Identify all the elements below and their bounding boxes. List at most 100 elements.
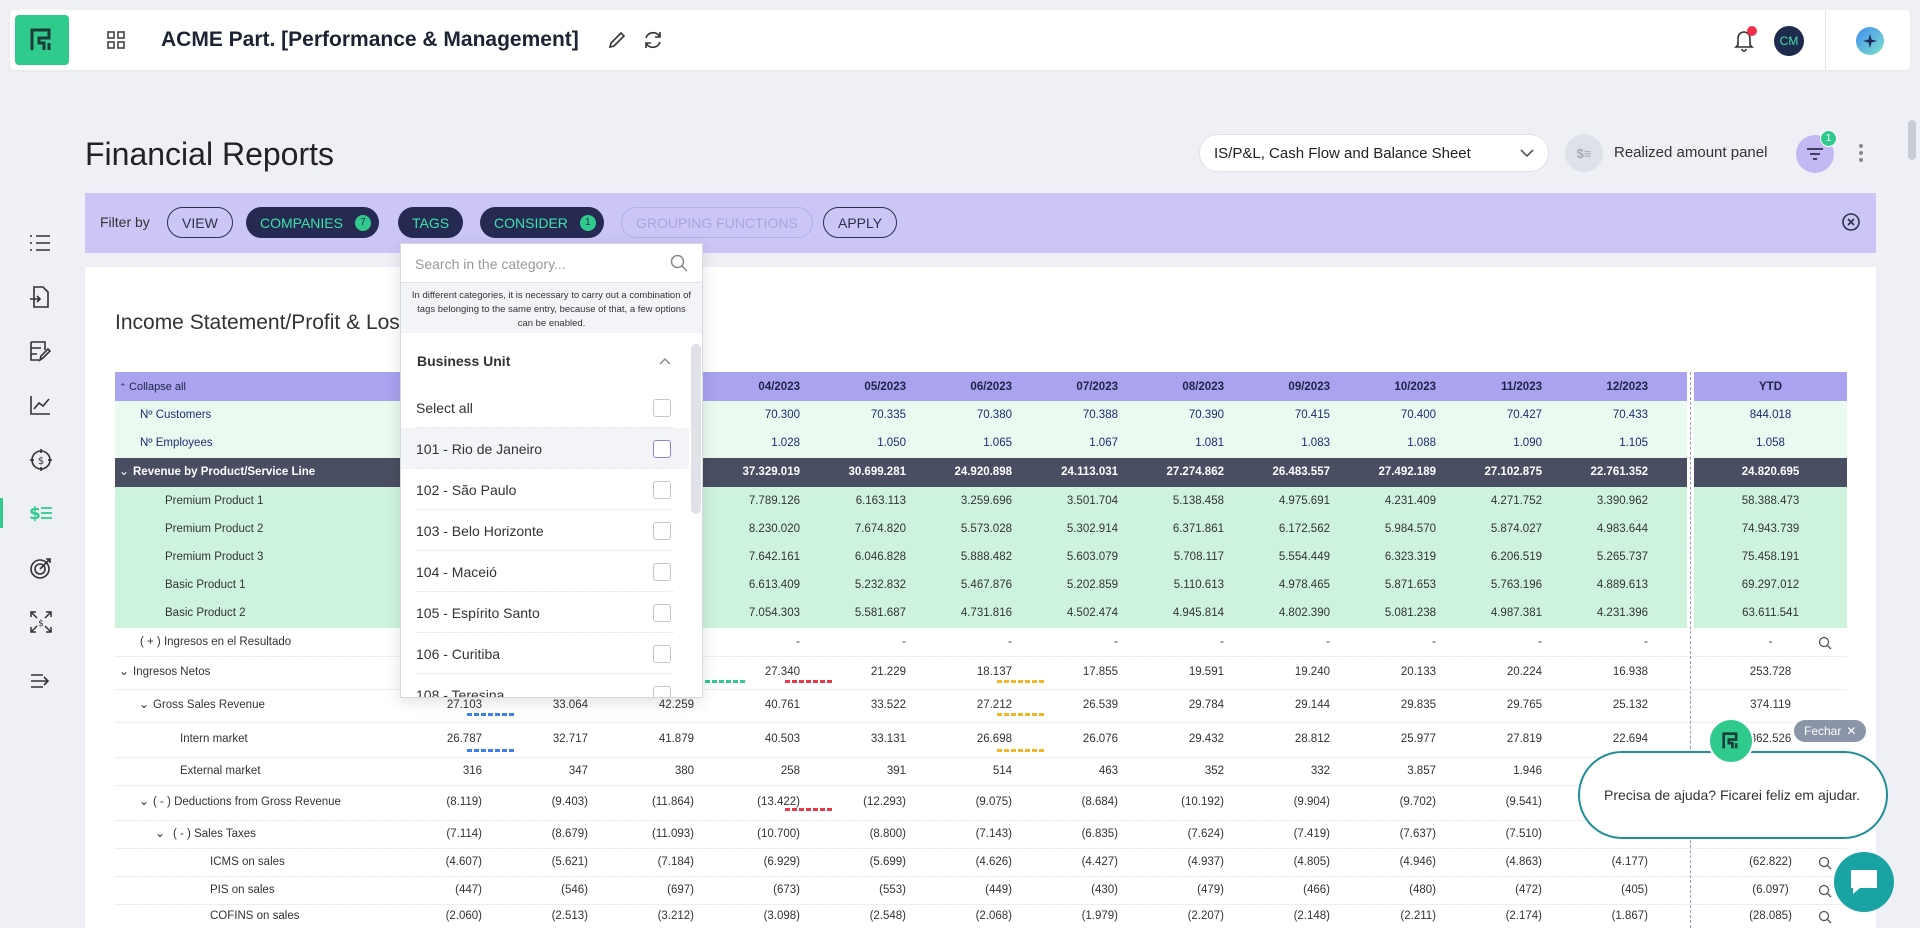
table-cell[interactable]: 347	[568, 765, 588, 777]
table-cell[interactable]: 28.812	[1294, 733, 1330, 745]
table-cell[interactable]: 4.231.409	[1384, 495, 1436, 507]
table-cell[interactable]: 7.674.820	[854, 523, 906, 535]
table-cell[interactable]: 27.274.862	[1166, 466, 1224, 478]
business-unit-group-label[interactable]: Business Unit	[417, 353, 511, 369]
table-cell[interactable]: 27.103	[446, 699, 482, 711]
table-cell[interactable]: -	[1538, 636, 1542, 648]
consider-chip[interactable]: CONSIDER 1	[480, 207, 604, 238]
table-cell[interactable]: 26.483.557	[1272, 466, 1330, 478]
collapse-menu-icon[interactable]	[29, 672, 51, 690]
table-cell[interactable]: (4.177)	[1611, 856, 1648, 868]
table-cell[interactable]: (10.700)	[757, 828, 800, 840]
table-cell[interactable]: 6.163.113	[855, 495, 906, 507]
table-cell[interactable]: 1.090	[1513, 437, 1542, 449]
page-scrollbar[interactable]	[1908, 120, 1916, 160]
table-cell[interactable]: 8.230.020	[748, 523, 800, 535]
option-checkbox[interactable]	[653, 645, 671, 663]
option-checkbox[interactable]	[653, 522, 671, 540]
table-cell[interactable]: 27.819	[1506, 733, 1542, 745]
table-cell[interactable]: 5.888.482	[960, 551, 1012, 563]
table-cell[interactable]: 70.427	[1506, 409, 1542, 421]
table-cell[interactable]: 5.110.613	[1173, 579, 1224, 591]
table-cell[interactable]: (430)	[1091, 884, 1118, 896]
table-cell[interactable]: 4.231.396	[1596, 607, 1648, 619]
table-cell[interactable]: 70.335	[870, 409, 906, 421]
table-cell[interactable]: (13.422)	[757, 796, 800, 808]
table-cell[interactable]: (2.548)	[869, 910, 906, 922]
ytd-cell[interactable]: 1.058	[1756, 437, 1785, 449]
ytd-cell[interactable]: 374.119	[1750, 699, 1791, 711]
expand-caret-icon[interactable]: ⌄	[139, 697, 150, 711]
table-cell[interactable]: 1.946	[1513, 765, 1542, 777]
goals-target-icon[interactable]	[29, 556, 53, 580]
table-cell[interactable]: (8.679)	[551, 828, 588, 840]
table-cell[interactable]: 70.380	[976, 409, 1012, 421]
table-cell[interactable]: (2.068)	[975, 910, 1012, 922]
table-cell[interactable]: 1.028	[771, 437, 800, 449]
search-detail-icon[interactable]	[1818, 856, 1832, 870]
cash-target-icon[interactable]: $	[29, 448, 53, 472]
table-cell[interactable]: 380	[674, 765, 694, 777]
realized-amount-icon[interactable]: $≡	[1565, 134, 1603, 172]
table-cell[interactable]: -	[902, 636, 906, 648]
table-cell[interactable]: 70.300	[764, 409, 800, 421]
table-cell[interactable]: (7.637)	[1399, 828, 1436, 840]
table-cell[interactable]: 5.138.458	[1172, 495, 1224, 507]
ytd-cell[interactable]: 253.728	[1749, 666, 1792, 678]
table-cell[interactable]: 20.224	[1506, 666, 1542, 678]
report-type-select[interactable]: IS/P&L, Cash Flow and Balance Sheet	[1199, 134, 1549, 172]
table-cell[interactable]: (11.093)	[652, 828, 694, 840]
table-cell[interactable]: (3.212)	[657, 910, 694, 922]
financial-reports-icon[interactable]: $	[29, 502, 53, 524]
table-cell[interactable]: 40.503	[764, 733, 800, 745]
table-cell[interactable]: (2.211)	[1400, 910, 1436, 922]
table-cell[interactable]: (2.060)	[445, 910, 482, 922]
realized-amount-label[interactable]: Realized amount panel	[1614, 144, 1768, 161]
table-row[interactable]	[115, 487, 1687, 515]
table-cell[interactable]: (8.119)	[446, 796, 482, 808]
table-cell[interactable]: (449)	[985, 884, 1012, 896]
table-cell[interactable]: 29.835	[1400, 699, 1436, 711]
table-cell[interactable]: (697)	[667, 884, 694, 896]
table-cell[interactable]: 5.603.079	[1066, 551, 1118, 563]
table-cell[interactable]: 26.787	[446, 733, 482, 745]
table-cell[interactable]: (480)	[1409, 884, 1436, 896]
table-cell[interactable]: 5.871.653	[1384, 579, 1436, 591]
table-cell[interactable]: (8.684)	[1081, 796, 1118, 808]
table-cell[interactable]: 27.212	[976, 699, 1012, 711]
chat-launcher-button[interactable]	[1834, 852, 1894, 912]
table-cell[interactable]: (7.184)	[657, 856, 694, 868]
table-cell[interactable]: (9.403)	[551, 796, 588, 808]
table-cell[interactable]: 70.433	[1612, 409, 1648, 421]
table-cell[interactable]: (2.207)	[1187, 910, 1224, 922]
business-unit-option[interactable]: 104 - Maceió	[401, 551, 689, 592]
companies-chip[interactable]: COMPANIES 7	[246, 207, 379, 238]
table-cell[interactable]: (447)	[455, 884, 482, 896]
search-detail-icon[interactable]	[1818, 910, 1832, 924]
expand-caret-icon[interactable]: ⌄	[155, 826, 166, 840]
table-cell[interactable]: -	[1644, 636, 1648, 648]
table-cell[interactable]: 4.987.381	[1490, 607, 1542, 619]
table-cell[interactable]: (4.805)	[1293, 856, 1330, 868]
table-cell[interactable]: 29.144	[1294, 699, 1330, 711]
table-cell[interactable]: 1.105	[1619, 437, 1648, 449]
table-cell[interactable]: 4.802.390	[1278, 607, 1330, 619]
refresh-icon[interactable]	[642, 29, 664, 51]
table-cell[interactable]: 4.945.814	[1172, 607, 1224, 619]
table-cell[interactable]: 4.731.816	[960, 607, 1012, 619]
table-cell[interactable]: 6.172.562	[1278, 523, 1330, 535]
table-cell[interactable]: (4.626)	[975, 856, 1012, 868]
table-cell[interactable]: 33.131	[870, 733, 906, 745]
table-cell[interactable]: (12.293)	[863, 796, 906, 808]
table-cell[interactable]: 5.202.859	[1066, 579, 1118, 591]
table-cell[interactable]: -	[1326, 636, 1330, 648]
table-cell[interactable]: 24.920.898	[954, 466, 1012, 478]
edit-table-icon[interactable]	[29, 340, 51, 362]
table-cell[interactable]: (1.979)	[1081, 910, 1118, 922]
business-unit-option[interactable]: 103 - Belo Horizonte	[401, 510, 689, 551]
table-cell[interactable]: 19.240	[1294, 666, 1330, 678]
table-cell[interactable]: 19.591	[1188, 666, 1224, 678]
table-cell[interactable]: 27.492.189	[1378, 466, 1436, 478]
table-cell[interactable]: (546)	[561, 884, 588, 896]
table-cell[interactable]: 5.984.570	[1384, 523, 1436, 535]
